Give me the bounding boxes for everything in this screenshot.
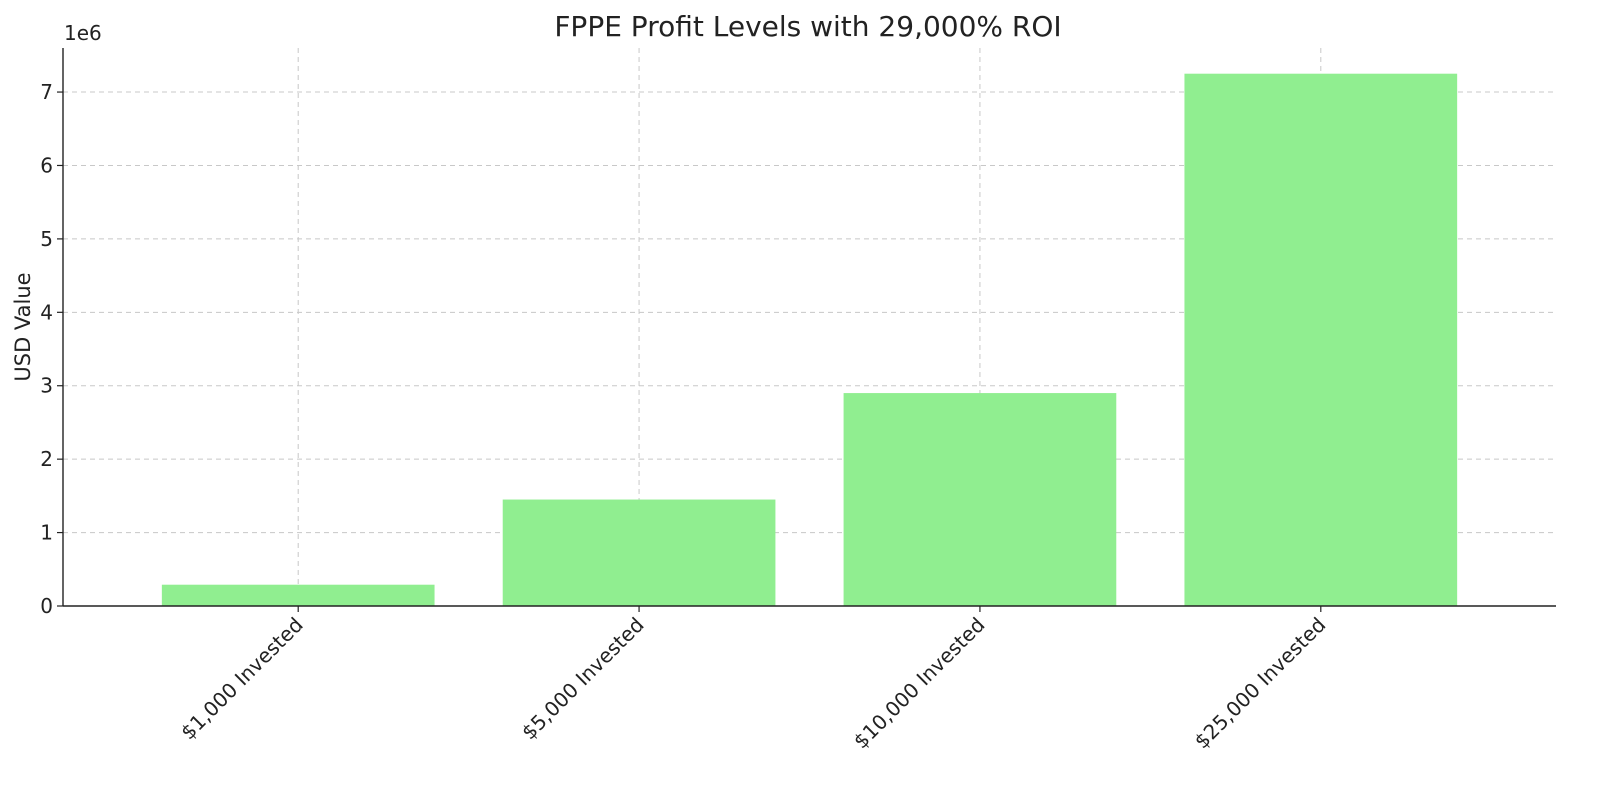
bar <box>161 584 435 606</box>
axes <box>62 48 1556 607</box>
y-tick-label: 0 <box>40 594 53 618</box>
y-tick-label: 4 <box>40 300 53 324</box>
x-tick-label: $5,000 Invested <box>517 613 649 745</box>
y-axis-label: USD Value <box>11 272 35 381</box>
y-ticks: 0 1 2 3 4 5 6 7 <box>40 80 63 618</box>
x-tick-label: $10,000 Invested <box>849 613 990 754</box>
x-ticks: $1,000 Invested $5,000 Invested $10,000 In… <box>176 606 1330 753</box>
y-tick-label: 3 <box>40 374 53 398</box>
chart-title: FPPE Profit Levels with 29,000% ROI <box>554 10 1061 43</box>
x-tick-label: $25,000 Invested <box>1190 613 1331 754</box>
y-tick-label: 2 <box>40 447 53 471</box>
bars <box>161 73 1458 606</box>
y-axis-offset-label: 1e6 <box>64 21 102 45</box>
bar <box>843 393 1117 606</box>
y-tick-label: 7 <box>40 80 53 104</box>
bar <box>502 499 776 606</box>
bar <box>1184 73 1458 606</box>
y-tick-label: 5 <box>40 227 53 251</box>
x-tick-label: $1,000 Invested <box>176 613 308 745</box>
y-tick-label: 1 <box>40 521 53 545</box>
y-tick-label: 6 <box>40 153 53 177</box>
